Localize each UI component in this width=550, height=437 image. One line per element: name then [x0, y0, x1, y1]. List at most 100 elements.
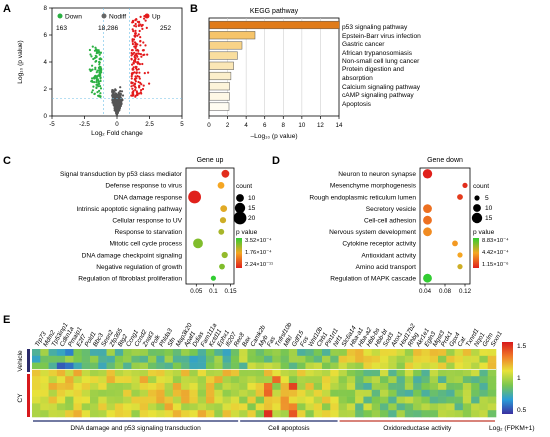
- heatmap-cell: [288, 383, 298, 391]
- heatmap-cell: [114, 403, 124, 411]
- heatmap-cell: [222, 349, 232, 357]
- heatmap-cell: [330, 403, 339, 411]
- heatmap-cell: [446, 403, 455, 411]
- legend-down-label: Down: [65, 14, 82, 21]
- heatmap-cell: [197, 410, 207, 418]
- heatmap-cell: [239, 383, 248, 391]
- volcano-point-up: [142, 84, 145, 87]
- volcano-point-nodiff: [117, 91, 120, 94]
- heatmap-cell: [98, 389, 107, 397]
- heatmap-cell: [32, 376, 41, 384]
- dotplot-category-label: Neuron to neuron synapse: [338, 171, 416, 178]
- heatmap-cell: [264, 362, 273, 370]
- legend-down-marker: [57, 13, 63, 19]
- heatmap-cell: [255, 396, 265, 404]
- kegg-xtick-label: 4: [244, 122, 248, 129]
- legend-up-label: Up: [152, 14, 161, 21]
- heatmap-cell: [355, 349, 364, 357]
- heatmap-cell: [40, 376, 49, 384]
- heatmap-cell: [371, 376, 381, 384]
- heatmap-cell: [471, 376, 480, 384]
- volcano-point-up: [141, 27, 144, 30]
- heatmap-cell: [280, 383, 290, 391]
- legend-size-label: 15: [485, 215, 493, 222]
- heatmap-cell: [322, 376, 331, 384]
- heatmap-cell: [338, 362, 348, 370]
- kegg-xtick-label: 8: [282, 122, 286, 129]
- legend-size-label: 15: [248, 205, 256, 212]
- heatmap-cell: [438, 410, 447, 418]
- volcano-point-up: [135, 71, 138, 74]
- heatmap-cell: [421, 403, 431, 411]
- heatmap-cell: [454, 403, 464, 411]
- heatmap-cell: [90, 389, 99, 397]
- heatmap-cell: [222, 389, 232, 397]
- heatmap-cell: [230, 376, 240, 384]
- heatmap-cell: [189, 389, 199, 397]
- heatmap-cell: [355, 362, 364, 370]
- legend-count-title: count: [236, 183, 252, 190]
- heatmap-cell: [156, 403, 165, 411]
- heatmap-cell: [255, 410, 265, 418]
- panel-label-b: B: [190, 3, 198, 15]
- heatmap-cell: [56, 362, 66, 370]
- volcano-point-up: [131, 87, 134, 90]
- go-up-frame: [185, 167, 235, 285]
- heatmap-cell: [73, 362, 83, 370]
- heatmap-cell: [264, 376, 273, 384]
- heatmap-cell: [56, 376, 66, 384]
- heatmap-cell: [148, 383, 157, 391]
- heatmap-cell: [98, 369, 107, 377]
- heatmap-cell: [462, 349, 472, 357]
- volcano-point-nodiff: [118, 105, 121, 109]
- kegg-category-label: Apoptosis: [342, 101, 372, 108]
- heatmap-cell: [156, 389, 165, 397]
- heatmap-cell: [206, 349, 215, 357]
- heatmap-cell: [164, 403, 174, 411]
- heatmap-cell: [487, 410, 497, 418]
- volcano-ytick-label: 8: [44, 5, 48, 12]
- heatmap-cell: [48, 376, 58, 384]
- heatmap-cell: [371, 355, 381, 363]
- volcano-point-up: [131, 91, 135, 94]
- heatmap-cell: [355, 403, 364, 411]
- heatmap-cell: [396, 355, 406, 363]
- legend-pvalue-label: 1.15×10⁻⁶: [482, 261, 509, 268]
- heatmap-cell: [454, 389, 464, 397]
- group-label: Cell apoptosis: [268, 425, 310, 432]
- heatmap-cell: [313, 369, 323, 377]
- heatmap-cell: [247, 362, 257, 370]
- heatmap-cell: [98, 403, 107, 411]
- heatmap-cell: [255, 355, 265, 363]
- heatmap-cell: [131, 383, 141, 391]
- heatmap-cell: [90, 396, 99, 404]
- heatmap-cell: [272, 396, 281, 404]
- heatmap-cell: [421, 349, 431, 357]
- heatmap-cell: [446, 396, 455, 404]
- heatmap-cell: [32, 362, 41, 370]
- heatmap-cell: [322, 389, 331, 397]
- expression-heatmap: Vehicle CY Trp73Mdm2Tp53inp1Cdkn1aPmaip1…: [14, 321, 535, 432]
- heatmap-cell: [65, 349, 74, 357]
- heatmap-cell: [338, 383, 348, 391]
- dotplot-category-label: Secretory vesicle: [366, 206, 417, 213]
- volcano-point-up: [138, 75, 141, 78]
- heatmap-cell: [438, 349, 447, 357]
- heatmap-cell: [438, 383, 447, 391]
- heatmap-cell: [313, 403, 323, 411]
- dotplot-dot: [457, 252, 463, 258]
- heatmap-cell: [404, 396, 414, 404]
- dotplot-category-label: Cytokine receptor activity: [342, 241, 416, 248]
- heatmap-cell: [355, 369, 364, 377]
- heatmap-cell: [346, 383, 356, 391]
- heat-colorbar: [502, 342, 513, 414]
- heatmap-cell: [131, 369, 141, 377]
- heatmap-cell: [156, 396, 165, 404]
- kegg-category-label: Gastric cancer: [342, 41, 385, 48]
- volcano-point-down: [91, 68, 94, 71]
- legend-pvalue-label: 1.76×10⁻⁴: [245, 249, 272, 256]
- heatmap-cell: [462, 403, 472, 411]
- heatmap-cell: [413, 396, 422, 404]
- heatmap-cell: [123, 410, 132, 418]
- volcano-ytick-label: 6: [44, 32, 48, 39]
